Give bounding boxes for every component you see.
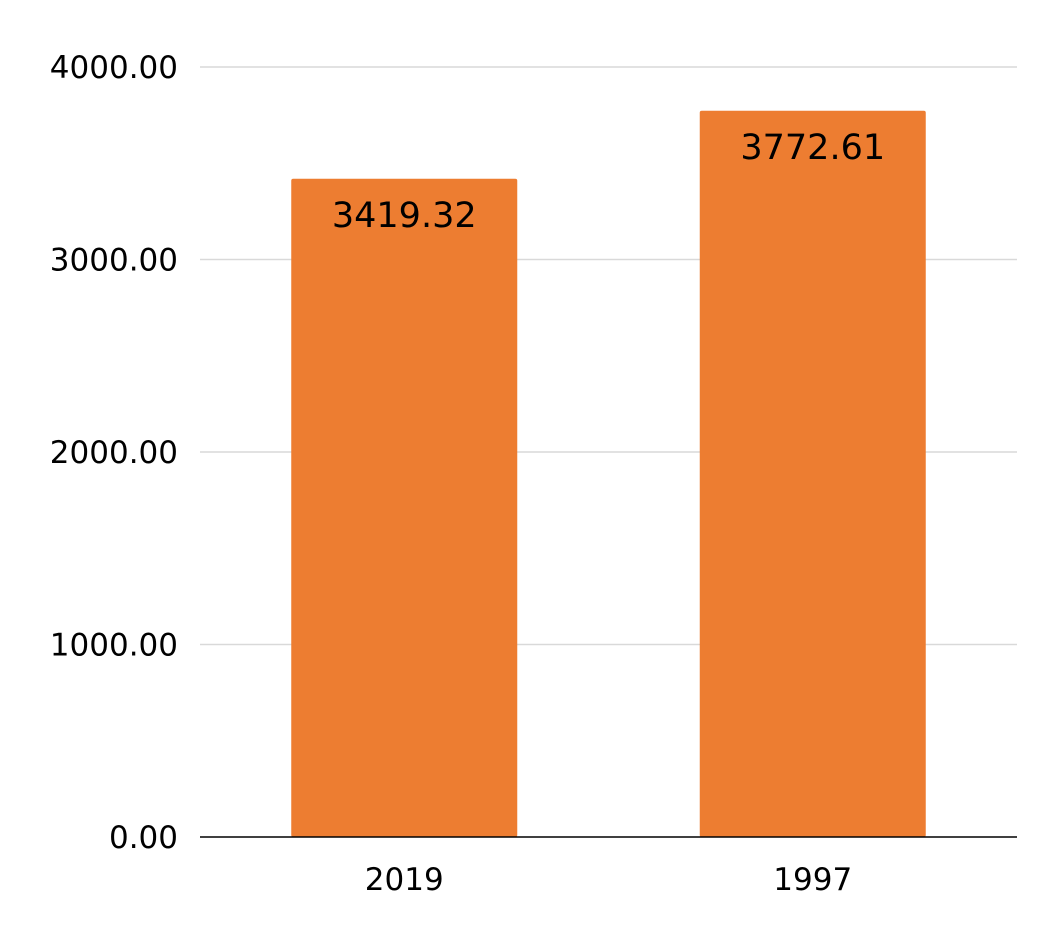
labels: 0.00 1000.00 2000.00 3000.00 4000.00 3419.32 2… xyxy=(50,50,885,898)
bar-value-label: 3772.61 xyxy=(740,128,885,168)
bars xyxy=(291,110,926,838)
x-tick-label: 1997 xyxy=(773,862,852,898)
bar-1997 xyxy=(699,110,926,837)
y-tick-label: 1000.00 xyxy=(50,628,178,664)
x-tick-label: 2019 xyxy=(365,862,444,898)
bar-2019 xyxy=(291,178,518,838)
y-tick-label: 0.00 xyxy=(109,820,178,856)
y-tick-label: 4000.00 xyxy=(50,50,178,86)
y-tick-label: 3000.00 xyxy=(50,243,178,279)
bar-value-label: 3419.32 xyxy=(332,196,477,236)
y-tick-label: 2000.00 xyxy=(50,435,178,471)
